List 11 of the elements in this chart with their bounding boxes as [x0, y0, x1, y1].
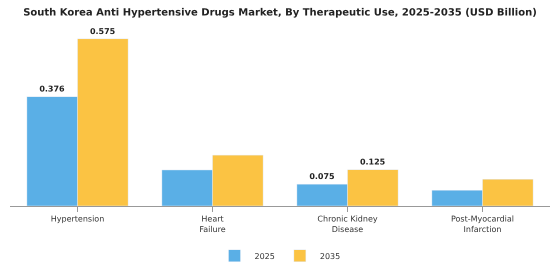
- x-tick-label: Chronic Kidney Disease: [317, 214, 378, 234]
- x-tick-label: Heart Failure: [199, 214, 226, 234]
- x-tick-label: Hypertension: [50, 214, 104, 224]
- legend-label: 2025: [254, 252, 275, 261]
- data-label: 0.575: [90, 26, 116, 36]
- legend-label: 2035: [320, 252, 340, 261]
- chart-title: South Korea Anti Hypertensive Drugs Market, By Therapeutic Use, 2025-2035 (USD Billion): [23, 7, 537, 18]
- data-label: 0.125: [360, 158, 386, 167]
- data-label: 0.075: [309, 172, 336, 182]
- x-tick-label: Post-Myocardial Infarction: [450, 214, 514, 234]
- data-label: 0.376: [39, 84, 66, 94]
